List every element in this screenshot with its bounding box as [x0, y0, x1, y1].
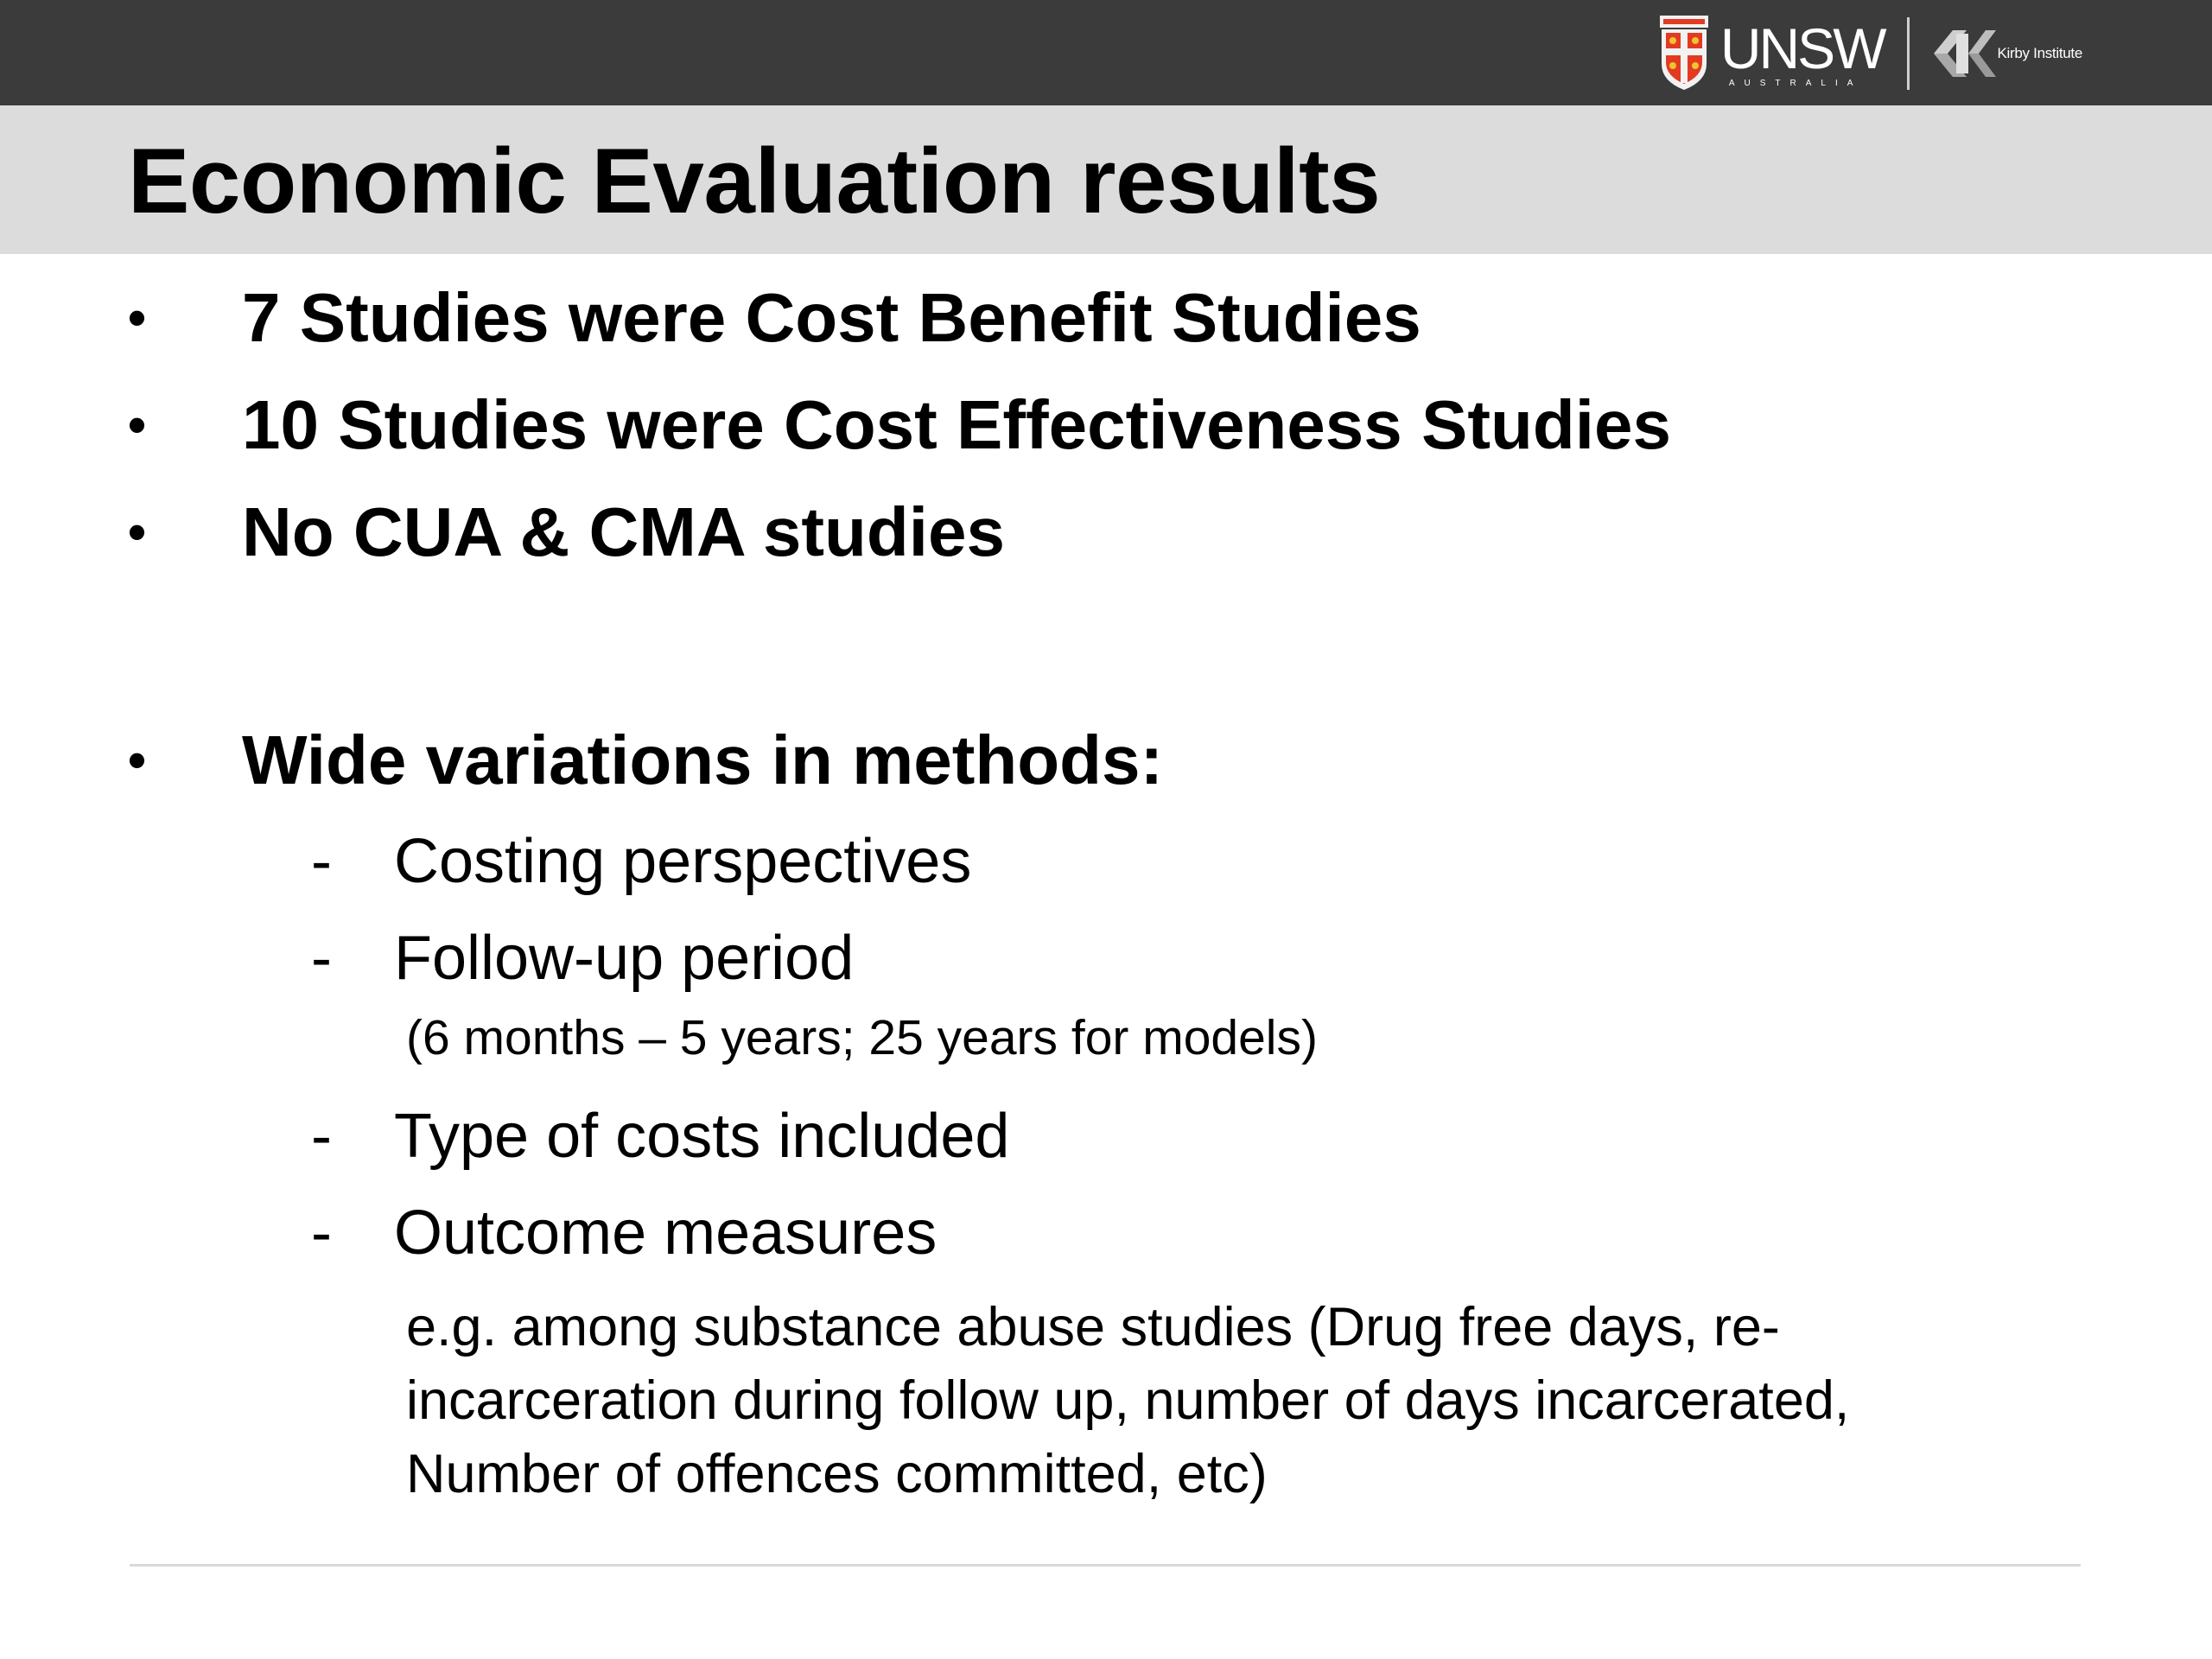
sub-item-text: Costing perspectives	[394, 827, 972, 896]
sub-item-dash: -	[311, 827, 332, 896]
bullet-mark: •	[128, 731, 147, 789]
kirby-k-icon	[1933, 30, 1996, 77]
bullet-text: 10 Studies were Cost Effectiveness Studi…	[242, 386, 1671, 463]
page-title: Economic Evaluation results	[128, 129, 1381, 232]
logo-group: UNSW AUSTRALIA Kirby Institute	[1658, 12, 2082, 95]
header-bar: UNSW AUSTRALIA Kirby Institute	[0, 0, 2212, 105]
sub-item-text: Type of costs included	[394, 1102, 1010, 1171]
outcome-note-line: incarceration during follow up, number o…	[406, 1370, 1850, 1431]
sub-item-dash: -	[311, 924, 332, 993]
sub-item-dash: -	[311, 1102, 332, 1171]
bullet-text: No CUA & CMA studies	[242, 493, 1005, 570]
unsw-logo-subtext: AUSTRALIA	[1728, 78, 1863, 88]
bullet-text: Wide variations in methods:	[242, 721, 1164, 798]
bullet-mark: •	[128, 289, 147, 346]
bullet-text: 7 Studies were Cost Benefit Studies	[242, 279, 1421, 356]
unsw-crest-icon	[1659, 16, 1708, 90]
sub-item-text: Outcome measures	[394, 1198, 938, 1268]
sub-item-text: Follow-up period	[394, 924, 855, 993]
bottom-divider	[130, 1564, 2081, 1567]
follow-up-note: (6 months – 5 years; 25 years for models…	[406, 1010, 1318, 1065]
unsw-logo-text: UNSW	[1719, 16, 1887, 80]
title-bar: Economic Evaluation results	[0, 105, 2212, 254]
unsw-logo: UNSW AUSTRALIA	[1719, 16, 1887, 88]
outcome-note-line: e.g. among substance abuse studies (Drug…	[406, 1297, 1780, 1357]
outcome-measures-note: e.g. among substance abuse studies (Drug…	[406, 1291, 2065, 1511]
sub-item-dash: -	[311, 1198, 332, 1268]
outcome-note-line: Number of offences committed, etc)	[406, 1444, 1268, 1504]
kirby-logo-text: Kirby Institute	[1997, 45, 2083, 61]
bullet-mark: •	[128, 396, 147, 454]
logo-divider	[1906, 17, 1910, 90]
bullet-mark: •	[128, 503, 147, 561]
